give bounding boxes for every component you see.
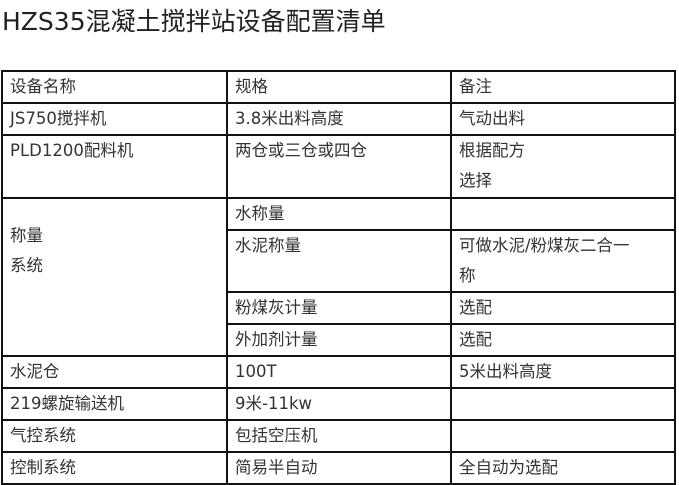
table-cell: [450, 197, 676, 231]
cell-line: 系统: [10, 256, 43, 275]
table-cell: 简易半自动: [226, 451, 452, 485]
header-cell: 设备名称: [1, 70, 228, 104]
table-row: 219螺旋输送机 9米-11kw: [1, 387, 676, 421]
table-cell: 气控系统: [1, 419, 228, 453]
cell-line: 称量: [10, 226, 43, 245]
table-cell: 选配: [450, 291, 676, 325]
cell-line: 选择: [459, 171, 492, 190]
table-row: 外加剂计量 选配: [2, 323, 676, 357]
table-cell: 水称量: [226, 197, 452, 231]
table-cell: 水泥仓: [1, 355, 228, 389]
table-cell: 控制系统: [1, 451, 228, 485]
table-row: 水泥仓 100T 5米出料高度: [1, 355, 676, 389]
equipment-table: 设备名称 规格 备注 JS750搅拌机 3.8米出料高度 气动出料 PLD120…: [1, 70, 676, 485]
table-cell: 称量 系统: [1, 197, 228, 357]
cell-line: 称: [459, 266, 476, 285]
cell-line: 根据配方: [459, 141, 525, 160]
page-title: HZS35混凝土搅拌站设备配置清单: [2, 7, 386, 36]
table-cell: 5米出料高度: [450, 355, 676, 389]
table-cell: 气动出料: [450, 102, 676, 136]
table-header-row: 设备名称 规格 备注: [1, 70, 676, 104]
table-row: 粉煤灰计量 选配: [2, 291, 676, 325]
table-cell: 9米-11kw: [226, 387, 452, 421]
table-row: 水泥称量 可做水泥/粉煤灰二合一称: [2, 229, 676, 293]
header-cell: 备注: [450, 70, 676, 104]
table-cell: PLD1200配料机: [1, 134, 228, 199]
table-row: PLD1200配料机 两仓或三仓或四仓 根据配方选择: [1, 134, 676, 199]
table-cell: 水泥称量: [226, 229, 452, 293]
table-cell: [450, 387, 676, 421]
cell-line: 可做水泥/粉煤灰二合一: [459, 236, 630, 255]
table-cell: 选配: [450, 323, 676, 357]
table-cell: 根据配方 选择: [450, 134, 676, 199]
table-row: 控制系统 简易半自动 全自动为选配: [1, 451, 676, 485]
table-cell: 100T: [226, 355, 452, 389]
table-cell: 两仓或三仓或四仓: [226, 134, 452, 199]
table-cell: 包括空压机: [226, 419, 452, 453]
table-row: JS750搅拌机 3.8米出料高度 气动出料: [1, 102, 676, 136]
header-cell: 规格: [226, 70, 452, 104]
table-cell: 外加剂计量: [226, 323, 452, 357]
table-cell: 可做水泥/粉煤灰二合一称: [450, 229, 676, 293]
table-row: 称量系统 水称量: [1, 197, 676, 357]
table-cell: 粉煤灰计量: [226, 291, 452, 325]
table-row: 气控系统 包括空压机: [1, 419, 676, 453]
table-cell: 219螺旋输送机: [1, 387, 228, 421]
table-cell: 全自动为选配: [450, 451, 676, 485]
table-cell: [450, 419, 676, 453]
table-cell: JS750搅拌机: [1, 102, 228, 136]
table-cell: 3.8米出料高度: [226, 102, 452, 136]
